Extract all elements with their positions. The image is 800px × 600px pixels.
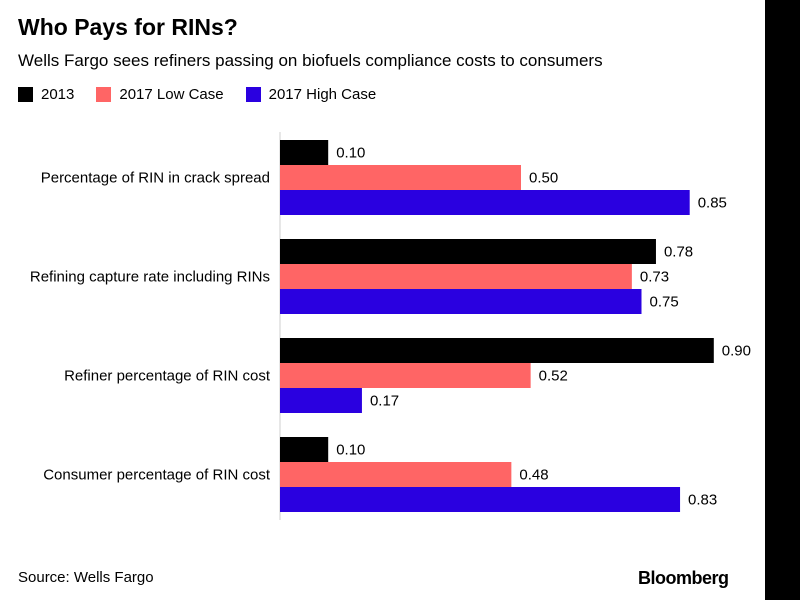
legend-item-2017-high: 2017 High Case [245,86,377,103]
legend-item-2013: 2013 [18,86,74,103]
legend: 2013 2017 Low Case 2017 High Case [18,86,398,103]
bar-capture-rate-2013 [280,239,656,264]
value-label-capture-rate-2017-low: 0.73 [640,269,669,286]
chart-card: Who Pays for RINs? Wells Fargo sees refi… [0,0,765,600]
chart-subtitle: Wells Fargo sees refiners passing on bio… [18,51,603,70]
bloomberg-logo: Bloomberg [638,568,729,588]
legend-label-2013: 2013 [41,86,75,103]
bar-capture-rate-2017-high [280,289,642,314]
value-label-crack-spread-2017-low: 0.50 [529,170,558,187]
legend-label-2017-high: 2017 High Case [268,86,377,103]
value-label-crack-spread-2013: 0.10 [336,145,365,162]
category-label-consumer-cost: Consumer percentage of RIN cost [43,467,271,484]
legend-swatch-2017-low [96,87,112,102]
bar-crack-spread-2017-high [280,190,690,215]
value-label-consumer-cost-2013: 0.10 [336,442,365,459]
bar-crack-spread-2017-low [280,165,521,190]
bar-consumer-cost-2017-high [280,487,681,512]
source-note: Source: Wells Fargo [18,569,154,586]
legend-item-2017-low: 2017 Low Case [96,86,224,103]
value-label-crack-spread-2017-high: 0.85 [698,195,727,212]
chart-title: Who Pays for RINs? [18,14,238,40]
category-label-capture-rate: Refining capture rate including RINs [30,269,270,286]
bar-crack-spread-2013 [280,140,329,165]
legend-swatch-2017-high [245,87,261,102]
bar-refiner-cost-2013 [280,338,714,363]
bar-consumer-cost-2013 [280,437,329,462]
value-label-capture-rate-2013: 0.78 [664,244,693,261]
value-label-refiner-cost-2013: 0.90 [722,343,751,360]
category-label-refiner-cost: Refiner percentage of RIN cost [64,368,271,385]
legend-label-2017-low: 2017 Low Case [119,86,224,103]
value-label-consumer-cost-2017-high: 0.83 [688,492,717,509]
value-label-consumer-cost-2017-low: 0.48 [519,467,548,484]
bar-chart: Percentage of RIN in crack spread 0.10 0.5… [30,132,751,520]
bar-refiner-cost-2017-high [280,388,362,413]
bar-refiner-cost-2017-low [280,363,531,388]
legend-swatch-2013 [18,87,33,102]
value-label-refiner-cost-2017-high: 0.17 [370,393,399,410]
value-label-refiner-cost-2017-low: 0.52 [539,368,568,385]
category-label-crack-spread: Percentage of RIN in crack spread [41,170,270,187]
bar-capture-rate-2017-low [280,264,632,289]
bar-consumer-cost-2017-low [280,462,512,487]
value-label-capture-rate-2017-high: 0.75 [650,294,679,311]
